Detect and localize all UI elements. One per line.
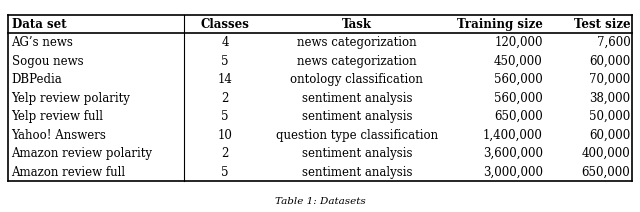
Text: Yelp review full: Yelp review full — [12, 110, 104, 123]
Text: 3,000,000: 3,000,000 — [483, 166, 543, 179]
Text: sentiment analysis: sentiment analysis — [301, 92, 412, 105]
Text: 400,000: 400,000 — [582, 147, 630, 160]
Text: news categorization: news categorization — [297, 54, 417, 68]
Text: Yahoo! Answers: Yahoo! Answers — [12, 128, 106, 142]
Text: 650,000: 650,000 — [494, 110, 543, 123]
Text: 5: 5 — [221, 166, 228, 179]
Text: 5: 5 — [221, 110, 228, 123]
Text: news categorization: news categorization — [297, 36, 417, 49]
Text: Amazon review full: Amazon review full — [12, 166, 125, 179]
Text: 4: 4 — [221, 36, 228, 49]
Text: 650,000: 650,000 — [582, 166, 630, 179]
Text: Test size: Test size — [574, 18, 630, 31]
Text: sentiment analysis: sentiment analysis — [301, 166, 412, 179]
Text: 38,000: 38,000 — [589, 92, 630, 105]
Text: 14: 14 — [218, 73, 232, 86]
Text: Task: Task — [342, 18, 372, 31]
Text: DBPedia: DBPedia — [12, 73, 62, 86]
Text: 70,000: 70,000 — [589, 73, 630, 86]
Text: 60,000: 60,000 — [589, 54, 630, 68]
Text: 560,000: 560,000 — [494, 73, 543, 86]
Text: ontology classification: ontology classification — [291, 73, 423, 86]
Text: Classes: Classes — [200, 18, 250, 31]
Text: AG’s news: AG’s news — [12, 36, 74, 49]
Text: Training size: Training size — [457, 18, 543, 31]
Text: 7,600: 7,600 — [596, 36, 630, 49]
Text: 60,000: 60,000 — [589, 128, 630, 142]
Text: 2: 2 — [221, 92, 228, 105]
Text: 120,000: 120,000 — [494, 36, 543, 49]
Text: question type classification: question type classification — [276, 128, 438, 142]
Text: 560,000: 560,000 — [494, 92, 543, 105]
Text: 3,600,000: 3,600,000 — [483, 147, 543, 160]
Text: Sogou news: Sogou news — [12, 54, 83, 68]
Text: Yelp review polarity: Yelp review polarity — [12, 92, 131, 105]
Text: Table 1: Datasets: Table 1: Datasets — [275, 197, 365, 206]
Text: 1,400,000: 1,400,000 — [483, 128, 543, 142]
Text: 450,000: 450,000 — [494, 54, 543, 68]
Text: Data set: Data set — [12, 18, 66, 31]
Text: 2: 2 — [221, 147, 228, 160]
Text: 10: 10 — [218, 128, 232, 142]
Text: Amazon review polarity: Amazon review polarity — [12, 147, 152, 160]
Text: sentiment analysis: sentiment analysis — [301, 110, 412, 123]
Text: 50,000: 50,000 — [589, 110, 630, 123]
Text: sentiment analysis: sentiment analysis — [301, 147, 412, 160]
Text: 5: 5 — [221, 54, 228, 68]
